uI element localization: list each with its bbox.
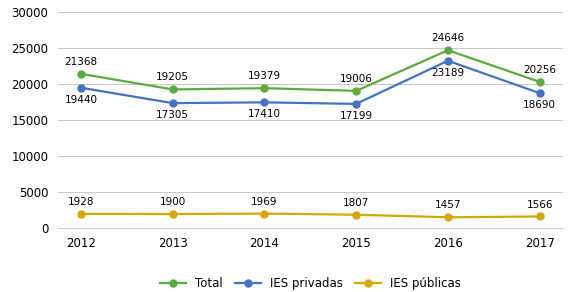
Text: 17199: 17199 xyxy=(340,111,373,121)
Text: 1566: 1566 xyxy=(527,199,553,210)
Total xyxy=(78,72,85,76)
Text: 23189: 23189 xyxy=(432,68,465,78)
Text: 1900: 1900 xyxy=(160,197,186,207)
IES públicas xyxy=(444,215,451,219)
IES privadas xyxy=(444,59,451,62)
Text: 19379: 19379 xyxy=(248,71,281,81)
Total xyxy=(353,89,360,93)
Line: Total: Total xyxy=(78,47,543,94)
IES públicas xyxy=(353,213,360,216)
Text: 19006: 19006 xyxy=(340,74,372,84)
IES públicas xyxy=(261,212,268,215)
IES privadas xyxy=(169,101,176,105)
Text: 19440: 19440 xyxy=(64,95,97,105)
Legend: Total, IES privadas, IES públicas: Total, IES privadas, IES públicas xyxy=(155,272,466,292)
Line: IES públicas: IES públicas xyxy=(78,210,543,221)
Text: 1807: 1807 xyxy=(343,198,369,208)
Text: 19205: 19205 xyxy=(156,72,189,82)
Total xyxy=(536,80,543,84)
Total xyxy=(444,48,451,52)
Total xyxy=(261,86,268,90)
IES privadas xyxy=(78,86,85,89)
Line: IES privadas: IES privadas xyxy=(78,57,543,107)
IES privadas xyxy=(536,91,543,95)
IES privadas xyxy=(353,102,360,106)
Text: 24646: 24646 xyxy=(432,33,465,43)
IES públicas xyxy=(536,215,543,218)
Text: 1928: 1928 xyxy=(68,197,94,207)
Text: 17305: 17305 xyxy=(156,110,189,120)
IES públicas xyxy=(78,212,85,215)
Text: 21368: 21368 xyxy=(64,57,97,67)
Text: 18690: 18690 xyxy=(523,100,556,110)
IES públicas xyxy=(169,212,176,216)
IES privadas xyxy=(261,101,268,104)
Text: 1969: 1969 xyxy=(251,197,278,207)
Text: 17410: 17410 xyxy=(248,109,281,119)
Total xyxy=(169,88,176,91)
Text: 20256: 20256 xyxy=(523,65,556,75)
Text: 1457: 1457 xyxy=(434,200,461,210)
